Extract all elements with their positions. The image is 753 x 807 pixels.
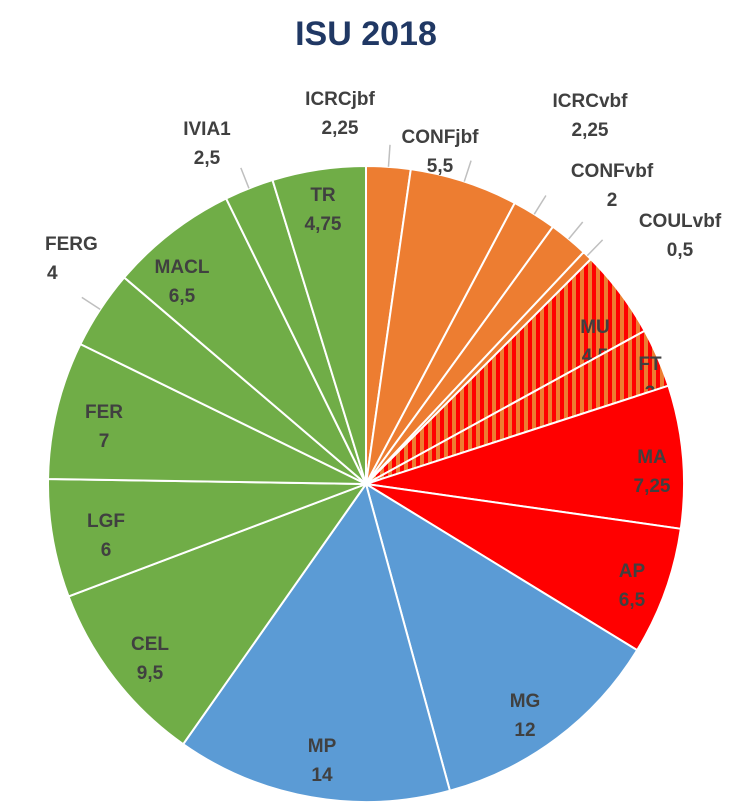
value-label: 6 <box>101 540 112 561</box>
value-label: 2,5 <box>194 148 221 169</box>
value-label: 5,5 <box>427 156 454 177</box>
slice-label: MACL <box>155 257 210 278</box>
pie-slice <box>122 197 367 485</box>
slice-label: CONFjbf <box>401 127 479 148</box>
value-label: 6,5 <box>169 286 196 307</box>
value-label: 0,5 <box>667 240 694 261</box>
slice-label: TR <box>310 185 336 206</box>
slice-label: MA <box>637 447 667 468</box>
slice-label: IVIA1 <box>183 119 231 140</box>
chart-title: ISU 2018 <box>295 15 437 53</box>
pie-slice <box>365 384 685 530</box>
leader-line <box>81 296 101 311</box>
value-label: 9,5 <box>137 663 164 684</box>
leader-line <box>586 239 604 257</box>
slice-label: ICRCjbf <box>305 89 375 110</box>
slice-label: LGF <box>87 511 125 532</box>
value-label: 2,25 <box>322 118 359 139</box>
pie-slice <box>67 481 369 746</box>
value-label: 7,25 <box>634 476 671 497</box>
value-label: 7 <box>99 431 110 452</box>
pie-slice <box>365 483 682 652</box>
pie-slice <box>271 164 367 485</box>
value-label: 4 <box>47 263 58 284</box>
slice-label: COULvbf <box>639 211 722 232</box>
slice-label: CONFvbf <box>571 161 654 182</box>
slice-label: AP <box>619 561 646 582</box>
pie-slice <box>364 481 639 792</box>
slice-label: MP <box>308 736 337 757</box>
value-label: 2,25 <box>572 120 609 141</box>
slice-label: CEL <box>131 634 169 655</box>
leader-line <box>463 160 472 182</box>
value-label: 12 <box>514 720 535 741</box>
slice-label: FT <box>638 354 662 375</box>
value-label: 6,5 <box>619 590 646 611</box>
slice-label: MG <box>510 691 541 712</box>
pie-slice <box>181 481 452 803</box>
pie-slice <box>47 477 367 598</box>
slice-label: ICRCvbf <box>553 91 629 112</box>
value-label: 2 <box>607 190 618 211</box>
value-label: 4,75 <box>305 214 342 235</box>
slice-label: FERG <box>45 234 98 255</box>
leader-line <box>533 195 547 215</box>
leader-line <box>240 167 250 189</box>
slice-label: FER <box>85 402 123 423</box>
slice-label: MU <box>580 317 610 338</box>
leader-line <box>387 144 391 167</box>
pie-slice <box>47 342 367 485</box>
value-label: 14 <box>311 765 333 786</box>
leader-line <box>568 221 584 240</box>
